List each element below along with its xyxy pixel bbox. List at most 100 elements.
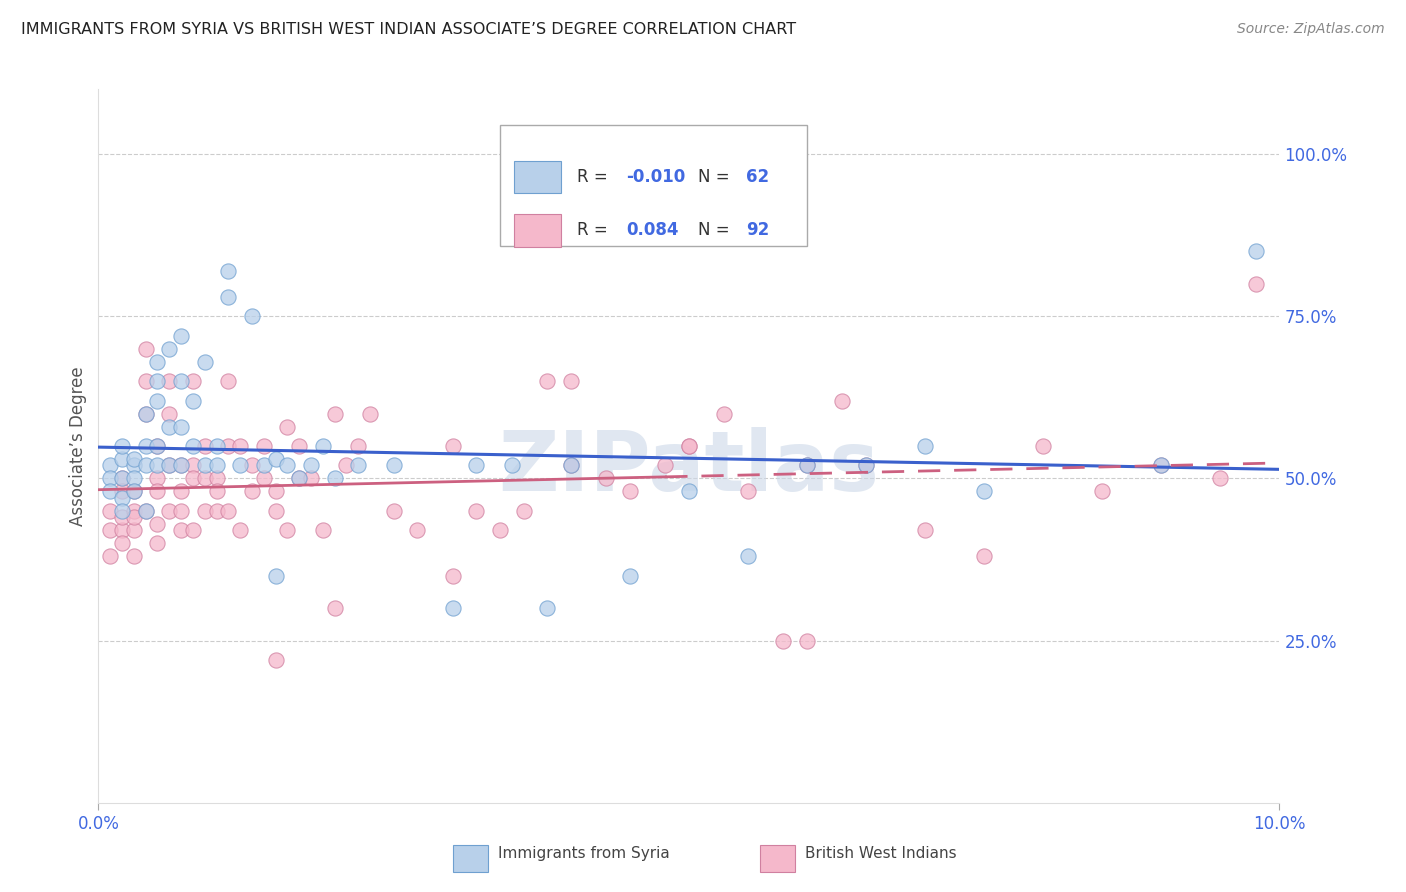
Point [122, 524, 145, 538]
Point [111, 439, 134, 453]
Point [157, 458, 180, 473]
Point [146, 471, 169, 485]
Point [1032, 439, 1054, 453]
Point [276, 419, 298, 434]
Point [194, 504, 217, 518]
Point [194, 458, 217, 473]
Point [288, 471, 311, 485]
Point [170, 524, 193, 538]
Text: R =: R = [576, 221, 613, 239]
Point [489, 524, 512, 538]
Point [536, 601, 558, 615]
Point [560, 458, 582, 473]
Point [323, 601, 346, 615]
Point [217, 504, 239, 518]
Point [441, 601, 464, 615]
Point [772, 633, 794, 648]
Bar [515, 161, 561, 194]
Text: -0.010: -0.010 [626, 168, 686, 186]
Point [98, 471, 121, 485]
Point [1244, 244, 1267, 259]
Point [135, 374, 157, 388]
Point [170, 419, 193, 434]
Point [312, 439, 335, 453]
Point [98, 524, 121, 538]
Point [135, 504, 157, 518]
Point [194, 354, 217, 368]
Point [157, 419, 180, 434]
Point [146, 484, 169, 499]
Point [135, 407, 157, 421]
Point [264, 452, 287, 467]
Point [914, 439, 936, 453]
Point [111, 491, 134, 505]
Text: Immigrants from Syria: Immigrants from Syria [498, 846, 669, 861]
Point [111, 510, 134, 524]
Point [135, 342, 157, 356]
Point [146, 439, 169, 453]
Point [194, 439, 217, 453]
Point [146, 536, 169, 550]
Point [205, 458, 228, 473]
Point [382, 458, 405, 473]
Point [347, 458, 370, 473]
Point [181, 439, 204, 453]
Point [855, 458, 877, 473]
Point [253, 471, 276, 485]
Bar [515, 214, 561, 247]
Point [217, 374, 239, 388]
Point [146, 516, 169, 531]
Text: ZIPatlas: ZIPatlas [499, 427, 879, 508]
Point [122, 484, 145, 499]
Point [713, 407, 735, 421]
Point [441, 568, 464, 582]
Point [122, 458, 145, 473]
Point [276, 458, 298, 473]
Point [619, 568, 641, 582]
Point [737, 549, 759, 564]
Point [157, 504, 180, 518]
Point [512, 504, 534, 518]
Point [135, 407, 157, 421]
Point [157, 458, 180, 473]
Point [111, 524, 134, 538]
Point [619, 484, 641, 499]
Point [737, 484, 759, 499]
Point [796, 633, 818, 648]
Point [465, 504, 488, 518]
Point [264, 504, 287, 518]
Point [1150, 458, 1173, 473]
Text: 0.084: 0.084 [626, 221, 679, 239]
Point [654, 458, 676, 473]
Point [111, 471, 134, 485]
Point [323, 471, 346, 485]
Point [111, 471, 134, 485]
Point [276, 524, 298, 538]
Point [406, 524, 429, 538]
Point [253, 458, 276, 473]
Point [157, 342, 180, 356]
Point [122, 510, 145, 524]
Text: IMMIGRANTS FROM SYRIA VS BRITISH WEST INDIAN ASSOCIATE’S DEGREE CORRELATION CHAR: IMMIGRANTS FROM SYRIA VS BRITISH WEST IN… [21, 22, 796, 37]
Point [1244, 277, 1267, 291]
Point [240, 458, 263, 473]
Point [359, 407, 381, 421]
Point [98, 504, 121, 518]
Point [678, 484, 700, 499]
Point [98, 484, 121, 499]
Text: 92: 92 [745, 221, 769, 239]
Point [240, 310, 263, 324]
Point [288, 439, 311, 453]
Point [181, 524, 204, 538]
Point [181, 458, 204, 473]
Point [288, 471, 311, 485]
Point [111, 536, 134, 550]
Point [560, 458, 582, 473]
Point [98, 458, 121, 473]
Point [146, 458, 169, 473]
Point [122, 484, 145, 499]
Point [796, 458, 818, 473]
Point [146, 439, 169, 453]
Point [560, 374, 582, 388]
Point [973, 484, 995, 499]
